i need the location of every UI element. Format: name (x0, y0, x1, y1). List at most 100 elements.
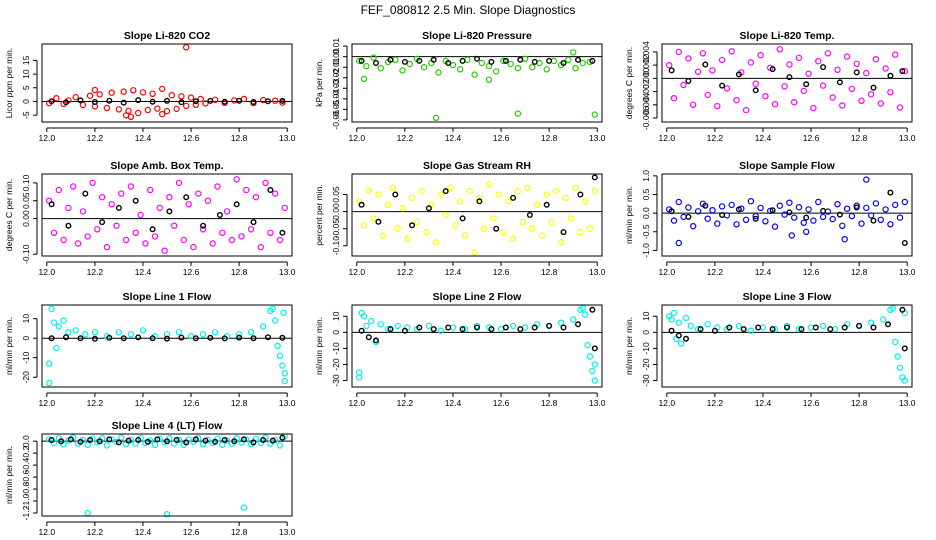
data-point (490, 215, 497, 222)
data-point (690, 101, 697, 109)
panel-title: Slope Line 2 Flow (433, 291, 523, 303)
data-point (72, 327, 79, 334)
data-point (682, 314, 690, 322)
data-point (380, 232, 387, 239)
data-point (190, 243, 197, 251)
x-tick-label: 12.6 (183, 527, 200, 537)
data-point (247, 329, 255, 336)
data-point (146, 186, 154, 194)
panel-title: Slope Gas Stream RH (423, 160, 531, 172)
y-axis-label: ml/min per min. (4, 446, 14, 504)
subset-point (207, 334, 214, 341)
data-point (800, 219, 808, 226)
data-point (182, 102, 190, 110)
data-point (872, 200, 880, 207)
subset-point (200, 222, 207, 229)
panel-9: Slope Line 3 Flow ml/min per min. 12.0 12.2… (624, 291, 916, 408)
data-point (752, 212, 759, 220)
data-point (582, 198, 589, 205)
subset-point (502, 57, 509, 64)
subset-point (48, 98, 55, 105)
subset-point (115, 439, 122, 446)
data-point (757, 52, 764, 59)
data-point (442, 211, 449, 219)
subset-point (250, 439, 257, 446)
data-point (243, 436, 250, 443)
data-point (810, 104, 817, 112)
y-tick-label: 10 (21, 69, 31, 79)
data-point (120, 88, 127, 95)
y-tick-label: 1.0 (641, 170, 651, 182)
subset-point (250, 219, 257, 226)
data-point (272, 97, 279, 104)
data-point (803, 228, 810, 235)
subset-point (236, 97, 243, 104)
x-tick-label: 12.8 (541, 133, 558, 143)
subset-point (173, 437, 180, 444)
x-tick-label: 12.0 (349, 133, 366, 143)
data-point (514, 110, 522, 117)
data-point (447, 184, 454, 191)
data-point (55, 323, 63, 330)
x-tick-label: 12.0 (39, 398, 56, 408)
data-point (418, 187, 425, 195)
subset-point (560, 324, 567, 331)
subset-point (591, 345, 598, 352)
y-tick-label: -10 (21, 351, 31, 364)
data-point (668, 316, 675, 323)
plot-frame (41, 433, 293, 517)
subset-point (752, 87, 759, 94)
data-point (577, 228, 584, 236)
data-point (60, 317, 67, 324)
data-point (742, 216, 750, 223)
subset-point (899, 68, 906, 75)
x-tick-label: 13.0 (279, 133, 296, 143)
data-point (485, 76, 493, 84)
data-point (675, 239, 683, 247)
data-point (666, 61, 673, 69)
data-point (815, 58, 822, 65)
x-tick-label: 13.0 (279, 398, 296, 408)
data-point (514, 64, 522, 72)
x-tick-label: 12.6 (493, 398, 510, 408)
data-point (848, 85, 856, 93)
data-point (65, 204, 72, 212)
data-point (461, 325, 469, 333)
data-point (887, 89, 894, 96)
panel-title: Slope Li-820 CO2 (124, 30, 211, 42)
subset-point (711, 327, 718, 334)
x-tick-label: 12.2 (397, 133, 414, 143)
data-point (471, 249, 478, 256)
subset-point (233, 201, 240, 208)
data-point (50, 319, 58, 326)
y-axis-label: Licor ppm per min. (4, 48, 14, 118)
subset-point (735, 71, 742, 78)
data-point (795, 203, 803, 211)
data-point (363, 62, 370, 70)
x-tick-label: 12.0 (39, 267, 56, 277)
data-point (829, 94, 836, 101)
data-point (841, 235, 848, 243)
data-point (368, 317, 375, 325)
data-point (678, 340, 685, 347)
data-point (86, 92, 94, 99)
panel-title: Slope Line 1 Flow (123, 291, 213, 303)
data-point (279, 362, 286, 369)
subset-point (387, 326, 394, 333)
y-tick-label: 5 (21, 85, 31, 90)
data-point (591, 361, 599, 368)
subset-point (870, 324, 877, 331)
data-point (113, 438, 120, 445)
data-point (815, 198, 822, 206)
subset-point (135, 334, 142, 341)
data-point (115, 329, 123, 336)
data-point (476, 194, 483, 202)
subset-point (163, 438, 170, 445)
data-point (425, 322, 433, 330)
data-point (228, 236, 236, 244)
subset-point (178, 99, 185, 106)
x-tick-label: 12.8 (851, 133, 868, 143)
data-point (675, 48, 683, 56)
subset-point (685, 77, 692, 84)
data-point (675, 198, 683, 206)
